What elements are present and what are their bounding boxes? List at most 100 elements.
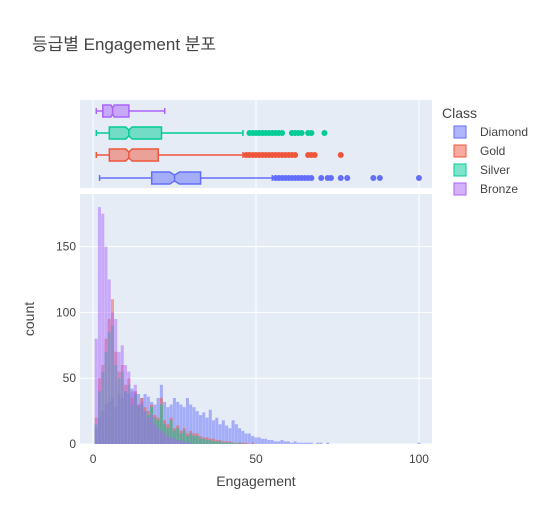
histogram-bar — [185, 442, 189, 444]
y-tick-label: 50 — [63, 371, 77, 385]
histogram-bar — [97, 207, 101, 444]
y-axis-ticks: 0 50 100 150 — [56, 240, 76, 451]
legend-label: Bronze — [480, 182, 518, 196]
histogram-bar — [326, 442, 330, 444]
y-tick-label: 150 — [56, 240, 76, 254]
histogram-bar — [241, 442, 245, 444]
histogram-bar — [117, 351, 121, 444]
histogram-bar — [176, 428, 180, 444]
histogram-bar — [192, 407, 196, 444]
y-axis-title: count — [21, 302, 37, 336]
box-outlier-point — [327, 175, 334, 181]
box-body — [102, 104, 130, 118]
histogram-bar — [300, 442, 304, 444]
histogram-bar — [215, 417, 219, 444]
histogram-bar — [319, 442, 323, 444]
histogram-bar — [231, 420, 235, 444]
legend-label: Gold — [480, 144, 505, 158]
histogram-bar — [234, 424, 238, 444]
histogram-bar — [133, 384, 137, 444]
histogram-bar — [280, 440, 284, 444]
legend-swatch — [453, 144, 467, 158]
histogram-bar — [101, 213, 105, 444]
histogram-bar — [296, 442, 300, 444]
histogram-bar — [153, 424, 157, 444]
x-axis-ticks: 0 50 100 — [90, 452, 430, 466]
histogram-bar — [127, 371, 131, 444]
histogram-bar — [218, 441, 222, 444]
legend: Class Diamond Gold Silver Bronze — [442, 105, 528, 196]
histogram-bar — [247, 433, 251, 444]
histogram-bar — [270, 440, 274, 444]
box-body — [108, 126, 163, 140]
legend-swatch — [453, 125, 467, 139]
histogram-bar — [169, 437, 173, 444]
box-plot-silver — [95, 126, 328, 140]
histogram-bar — [137, 404, 141, 444]
histogram-bar — [286, 441, 291, 444]
histogram-bar — [238, 442, 242, 444]
histogram-bar — [241, 430, 245, 444]
marginal-gridlines — [92, 100, 420, 188]
histogram-bar — [257, 437, 261, 444]
box-outlier-point — [337, 175, 344, 181]
legend-item-silver: Silver — [453, 163, 510, 177]
histogram-bar — [228, 428, 232, 444]
box-plot-gold — [95, 148, 344, 162]
histogram-bar — [179, 404, 183, 444]
histogram-bar — [189, 442, 193, 444]
histogram-bar — [179, 441, 183, 444]
histogram-bar — [169, 420, 173, 444]
legend-item-bronze: Bronze — [453, 182, 518, 196]
histogram-bar — [251, 442, 255, 444]
legend-title: Class — [442, 105, 477, 121]
histogram-bar — [120, 345, 124, 444]
histogram-bar — [185, 436, 189, 444]
legend-swatch — [453, 182, 467, 196]
histogram-bar — [185, 397, 189, 444]
legend-item-diamond: Diamond — [453, 125, 528, 139]
histogram-bar — [303, 442, 307, 444]
histogram-bar — [225, 442, 229, 444]
y-tick-label: 0 — [69, 437, 76, 451]
histogram-bar — [208, 440, 212, 444]
histogram-bar — [218, 424, 222, 444]
histogram-bar — [143, 411, 147, 444]
histogram-bar — [192, 436, 196, 444]
histogram-bar — [283, 441, 287, 444]
box-outlier-point — [370, 175, 377, 181]
histogram-bar — [159, 404, 163, 444]
box-body — [150, 171, 202, 185]
histogram-bar — [205, 440, 209, 444]
histogram-bar — [238, 428, 242, 444]
histogram-bar — [172, 438, 176, 444]
histogram-bar — [290, 442, 294, 444]
box-outlier-point — [415, 175, 422, 181]
histogram-bar — [189, 433, 193, 444]
histogram-bar — [107, 279, 111, 444]
box-plot-bronze — [95, 104, 166, 118]
histogram-bar — [417, 442, 421, 444]
box-body — [108, 148, 159, 162]
histogram-bar — [166, 436, 170, 444]
histogram-bar — [306, 442, 310, 444]
histogram-bar — [104, 246, 108, 444]
x-tick-label: 0 — [90, 452, 97, 466]
histogram-bar — [228, 442, 232, 444]
box-outlier-point — [298, 130, 305, 136]
x-tick-label: 50 — [249, 452, 263, 466]
histogram-bar — [212, 420, 216, 444]
box-outlier-point — [311, 152, 318, 158]
histogram-bar — [260, 438, 264, 444]
histogram-bar — [231, 442, 235, 444]
histogram-bar — [309, 442, 313, 444]
histogram-bar — [215, 441, 219, 444]
histogram-bar — [189, 404, 193, 444]
box-outlier-point — [321, 130, 328, 136]
histogram-bar — [316, 442, 320, 444]
histogram-bar — [264, 438, 268, 444]
histogram-bar — [124, 365, 128, 444]
histogram-bar — [267, 440, 271, 444]
histogram-bar — [244, 433, 248, 444]
histogram-bar — [244, 442, 248, 444]
